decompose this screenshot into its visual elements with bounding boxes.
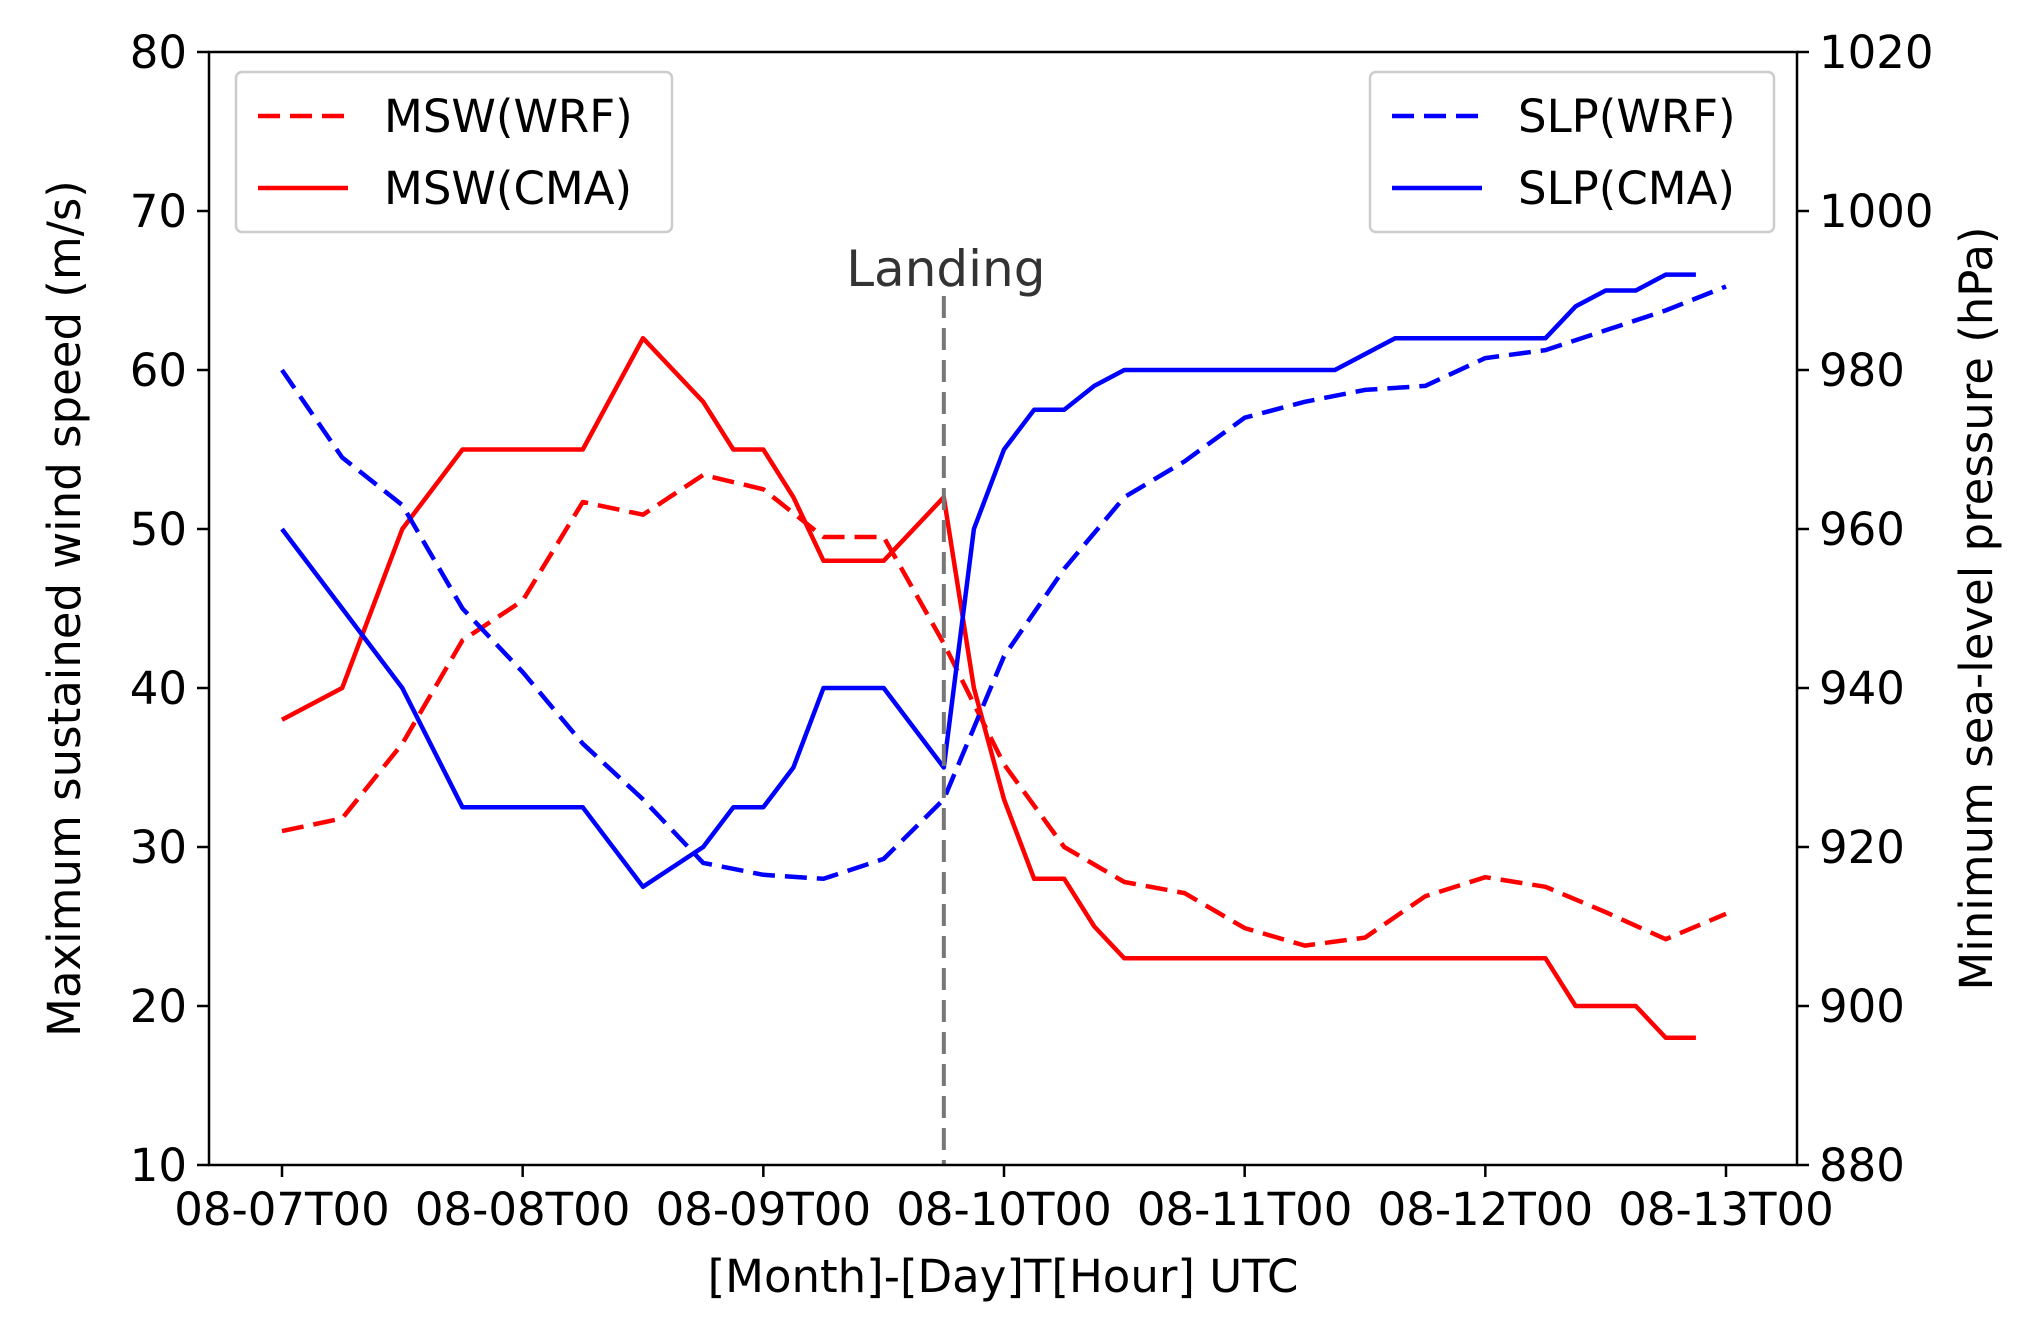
x-tick-label: 08-11T00 [1137, 1183, 1353, 1236]
landing-label: Landing [846, 240, 1045, 298]
series-line-msw-cma [280, 335, 1696, 1041]
right-y-tick-label: 960 [1819, 503, 1905, 556]
series-line-msw-wrf [281, 472, 1727, 948]
left-y-tick-label: 20 [130, 980, 187, 1033]
legend-msw: MSW(WRF) MSW(CMA) [234, 70, 674, 234]
x-tick-label: 08-08T00 [415, 1183, 631, 1236]
legend-slp: SLP(WRF) SLP(CMA) [1368, 70, 1776, 234]
x-axis-title: [Month]-[Day]T[Hour] UTC [708, 1250, 1299, 1303]
left-y-tick-label: 30 [130, 821, 187, 874]
right-y-tick-label: 980 [1819, 344, 1905, 397]
legend-box [1368, 70, 1776, 234]
series-line-slp-wrf [280, 284, 1727, 882]
ticks-layer: 08-07T00 08-08T00 08-09T00 08-10T00 08-11T00… [130, 26, 1934, 1236]
series-layer [280, 272, 1727, 1041]
left-y-tick-label: 50 [130, 503, 187, 556]
right-y-tick-label: 1000 [1819, 185, 1934, 238]
left-y-axis-title: Maximum sustained wind speed (m/s) [38, 180, 91, 1037]
right-y-tick-label: 940 [1819, 662, 1905, 715]
x-tick-label: 08-13T00 [1618, 1183, 1834, 1236]
series-line-slp-cma [280, 272, 1696, 890]
landing-annotation: Landing [846, 240, 1045, 1165]
legend-label: MSW(CMA) [384, 162, 632, 215]
legend-label: SLP(WRF) [1518, 90, 1736, 143]
left-y-tick-label: 40 [130, 662, 187, 715]
right-y-axis-title: Minimum sea-level pressure (hPa) [1950, 226, 2003, 990]
left-y-tick-label: 70 [130, 185, 187, 238]
left-y-tick-label: 10 [130, 1139, 187, 1192]
legend-label: MSW(WRF) [384, 90, 633, 143]
left-y-tick-label: 60 [130, 344, 187, 397]
legend-box [234, 70, 674, 234]
x-tick-label: 08-09T00 [656, 1183, 872, 1236]
left-y-tick-label: 80 [130, 26, 187, 79]
legend-label: SLP(CMA) [1518, 162, 1735, 215]
right-y-tick-label: 1020 [1819, 26, 1934, 79]
x-tick-label: 08-12T00 [1378, 1183, 1594, 1236]
right-y-tick-label: 900 [1819, 980, 1905, 1033]
x-tick-label: 08-07T00 [174, 1183, 390, 1236]
x-tick-label: 08-10T00 [896, 1183, 1112, 1236]
right-y-tick-label: 880 [1819, 1139, 1905, 1192]
right-y-tick-label: 920 [1819, 821, 1905, 874]
